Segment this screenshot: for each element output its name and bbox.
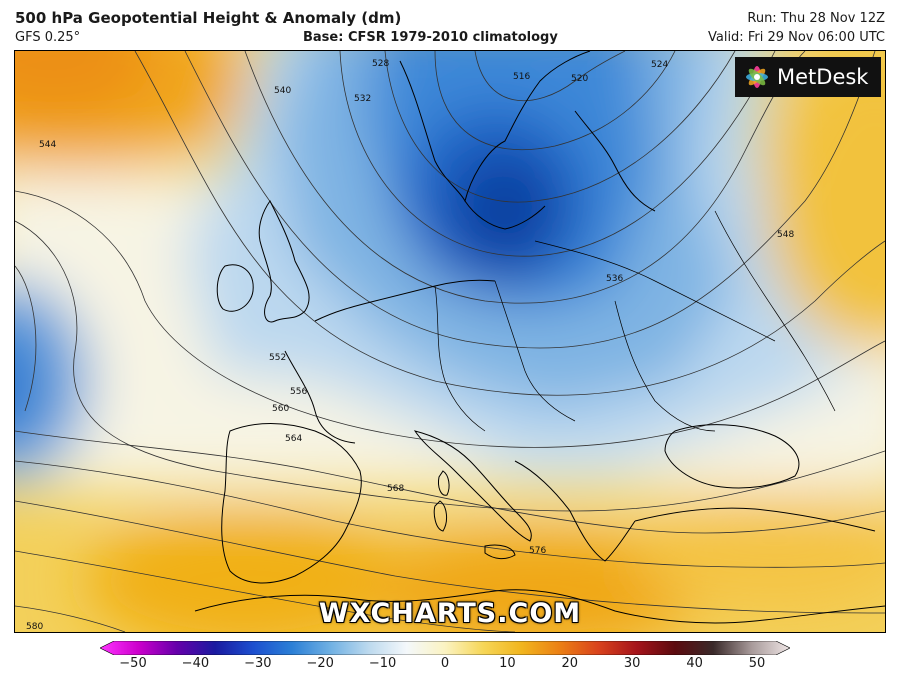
contour-label: 568 xyxy=(387,484,404,494)
contour-label: 556 xyxy=(290,387,307,397)
contour-label: 532 xyxy=(354,94,371,104)
coastlines xyxy=(194,51,885,624)
colorbar-tick-label: 0 xyxy=(440,656,450,671)
contour-label: 536 xyxy=(606,274,623,284)
anomaly-field: 516 520 524 528 532 536 540 544 548 552 … xyxy=(15,51,885,632)
contour-label: 580 xyxy=(26,622,43,632)
colorbar-tick-label: −10 xyxy=(368,656,397,671)
metdesk-flower-icon xyxy=(746,66,768,88)
colorbar-bar xyxy=(99,640,791,656)
colorbar-tick-label: 30 xyxy=(623,656,641,671)
metdesk-logo: MetDesk xyxy=(735,57,881,97)
colorbar-tick-label: −30 xyxy=(244,656,272,671)
colorbar-gradient xyxy=(99,640,791,656)
logo-text: MetDesk xyxy=(777,65,869,89)
model-label: GFS 0.25° xyxy=(15,30,81,45)
contour-label: 516 xyxy=(513,72,530,82)
contour-label: 520 xyxy=(571,74,588,84)
valid-time-label: Valid: Fri 29 Nov 06:00 UTC xyxy=(707,30,885,45)
weather-map[interactable]: 516 520 524 528 532 536 540 544 548 552 … xyxy=(14,50,886,633)
colorbar-tick-label: 20 xyxy=(561,656,579,671)
contour-label: 564 xyxy=(285,434,302,444)
contour-label: 524 xyxy=(651,60,668,70)
colorbar xyxy=(99,640,791,656)
colorbar-ticks: −50 −40 −30 −20 −10 0 10 20 30 40 50 xyxy=(0,656,900,676)
colorbar-tick-label: −50 xyxy=(119,656,147,671)
colorbar-tick-label: −20 xyxy=(306,656,334,671)
contour-label-group: 516 520 524 528 532 536 540 544 548 552 … xyxy=(26,59,794,632)
contour-label: 544 xyxy=(39,140,56,150)
climatology-base-label: Base: CFSR 1979-2010 climatology xyxy=(303,30,558,45)
contour-label: 560 xyxy=(272,404,289,414)
contour-label: 528 xyxy=(372,59,389,69)
colorbar-tick-label: 50 xyxy=(748,656,766,671)
contour-label: 548 xyxy=(777,230,794,240)
colorbar-tick-label: 40 xyxy=(686,656,703,671)
chart-title: 500 hPa Geopotential Height & Anomaly (d… xyxy=(15,9,402,27)
contour-label: 552 xyxy=(269,353,286,363)
watermark: WXCHARTS.COM xyxy=(318,598,582,629)
contour-label: 540 xyxy=(274,86,291,96)
colorbar-tick-label: −40 xyxy=(181,656,210,671)
contour-label: 576 xyxy=(529,546,546,556)
colorbar-tick-label: 10 xyxy=(499,656,516,671)
run-time-label: Run: Thu 28 Nov 12Z xyxy=(747,11,885,26)
geopotential-contours xyxy=(15,51,885,632)
